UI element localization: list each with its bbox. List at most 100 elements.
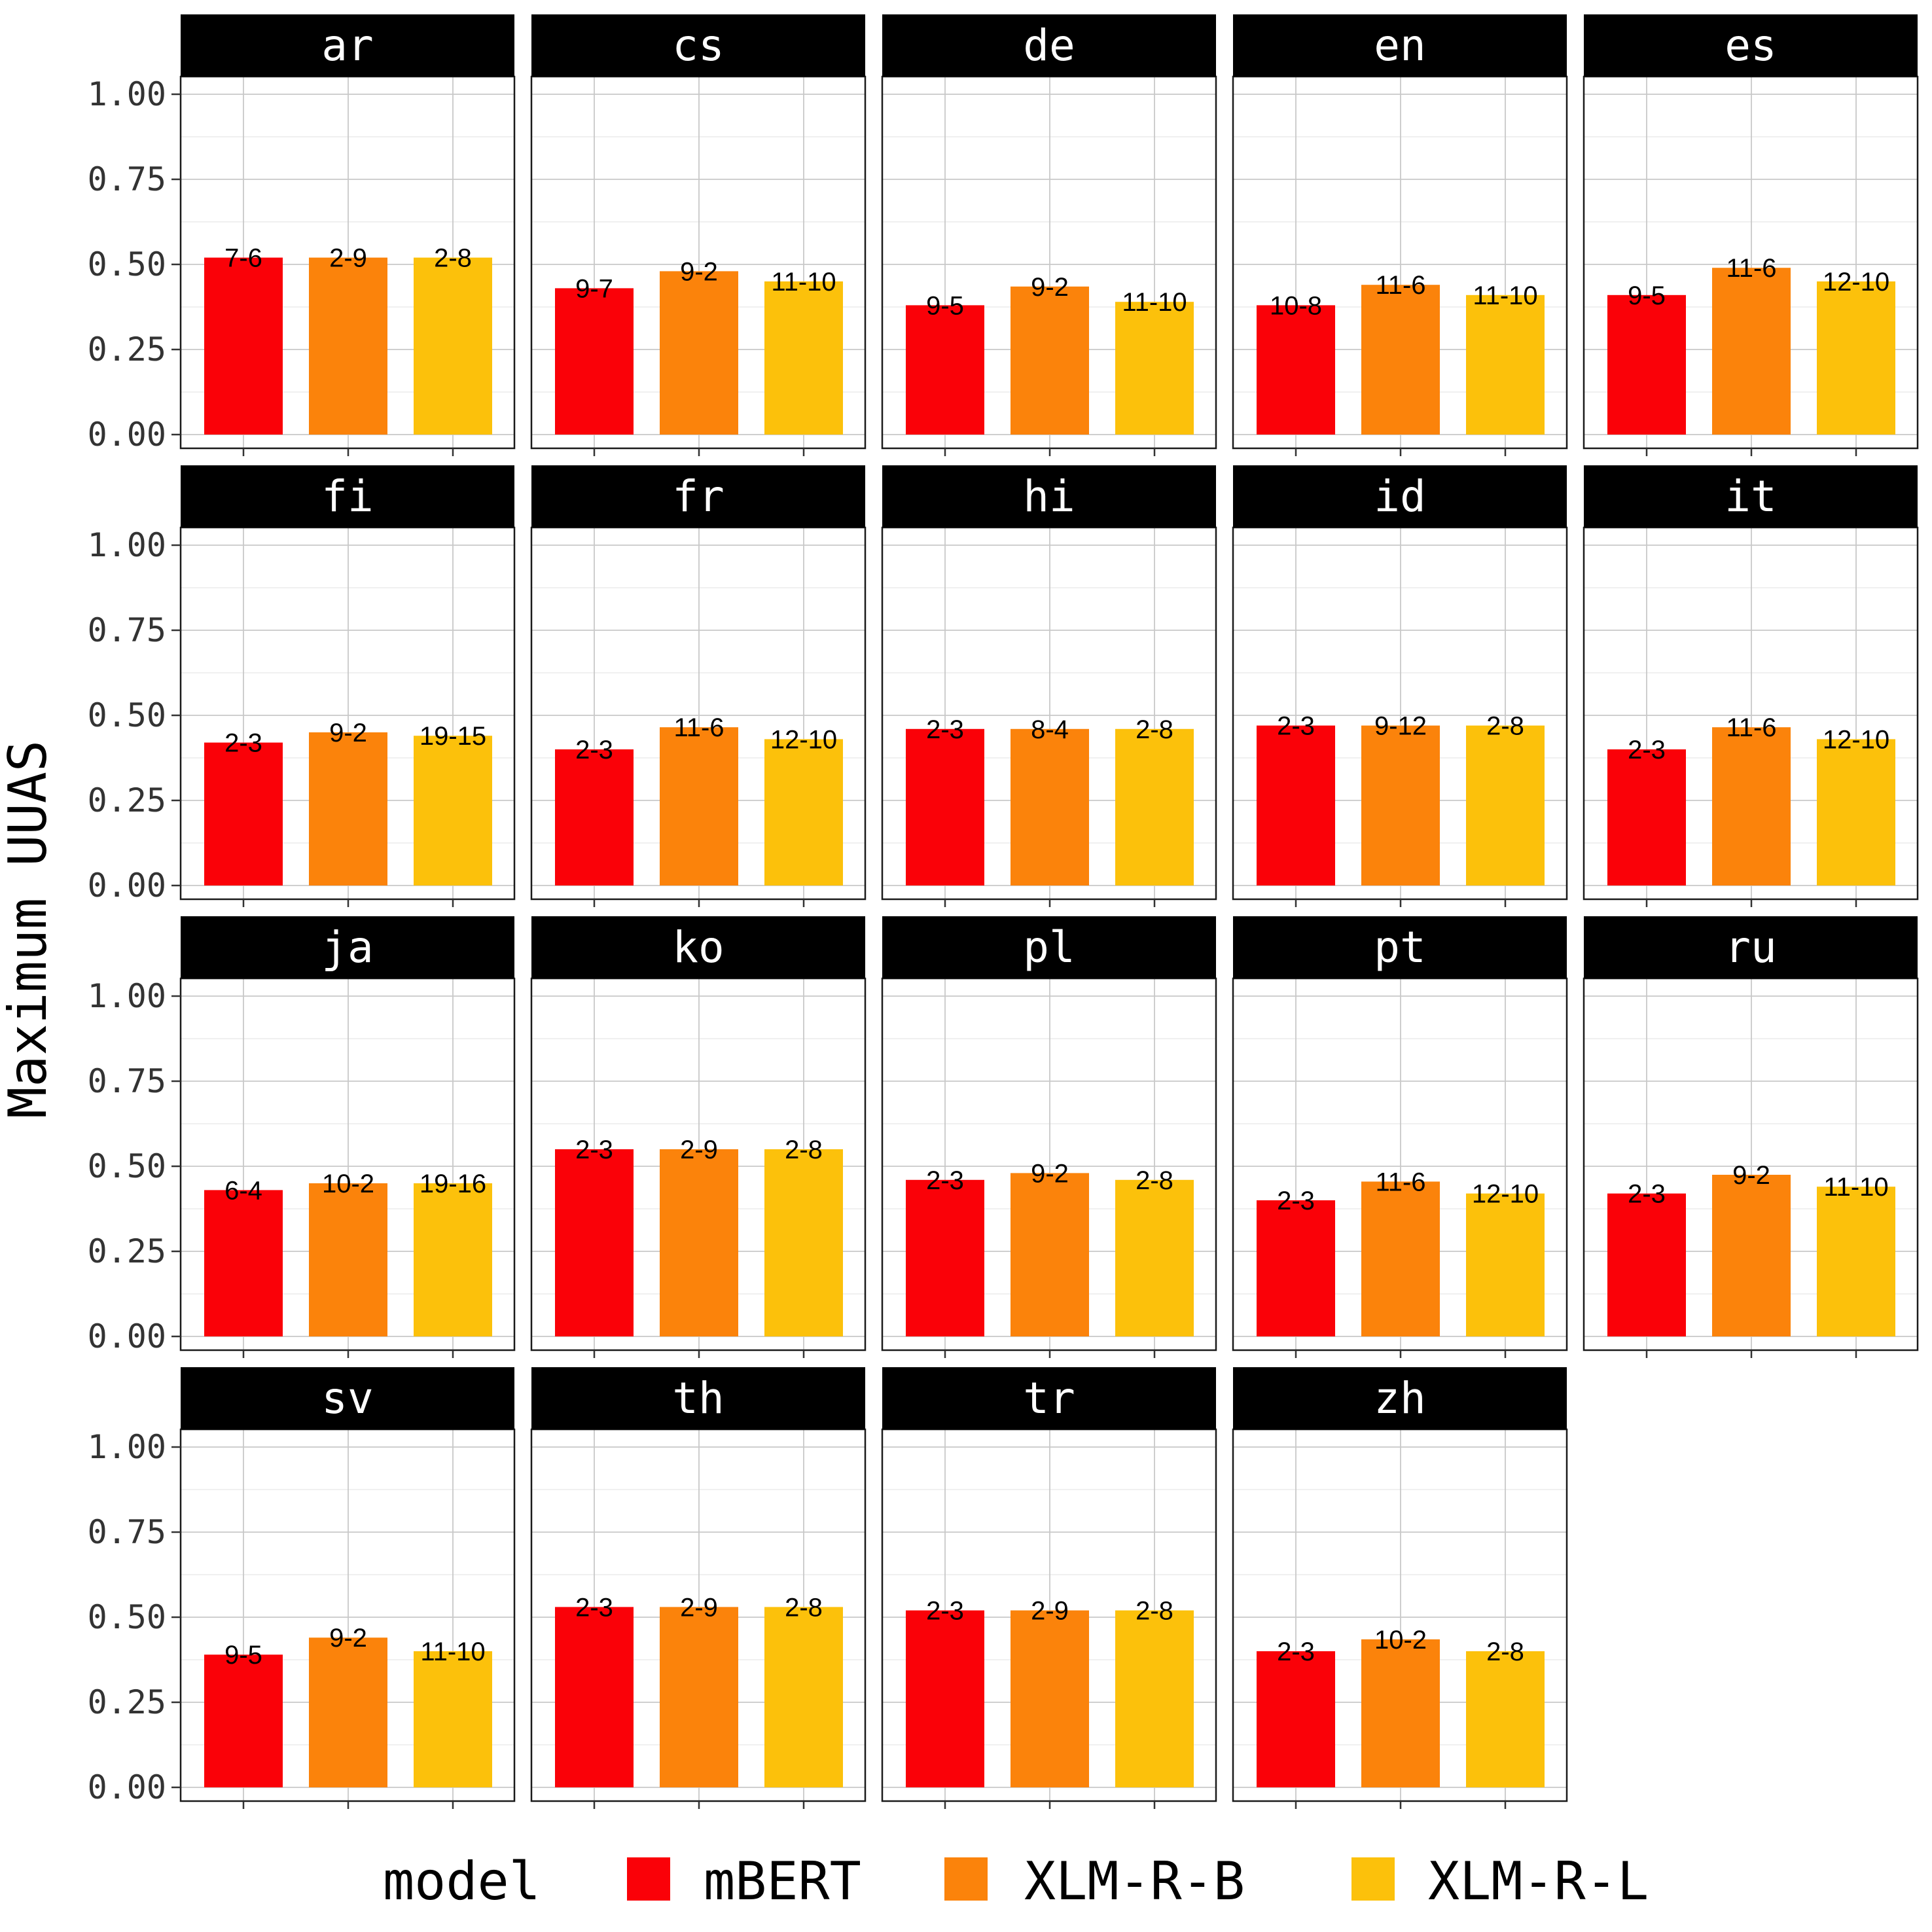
bar-label: 2-8 [785, 1136, 823, 1164]
facet-title: pl [1023, 922, 1075, 973]
facet-strip [1584, 14, 1918, 77]
facet-strip [531, 465, 865, 528]
bar-XLM-R-B [309, 1637, 387, 1787]
bar-mBERT [204, 257, 283, 435]
facet-panel-ko: 2-3 2-9 2-8 ko [530, 916, 867, 1358]
bar-label: 11-10 [1473, 281, 1537, 310]
bar-XLM-R-L [1817, 1187, 1895, 1336]
bar-mBERT [204, 742, 283, 885]
bar-XLM-R-L [414, 1651, 492, 1787]
facet-strip [1584, 465, 1918, 528]
bar-XLM-R-B [660, 727, 738, 885]
facet-panel-id: 2-3 9-12 2-8 id [1232, 465, 1568, 907]
bar-XLM-R-B [1361, 1181, 1440, 1336]
bar-label: 2-3 [575, 1593, 613, 1622]
facet-panel-sv: 9-5 9-2 11-10 sv 0.00 0.25 0.50 0.75 1.00 [88, 1367, 516, 1809]
facet-strip [882, 465, 1216, 528]
bar-label: 10-8 [1270, 291, 1322, 320]
bar-label: 9-2 [680, 257, 718, 286]
facet-title: ja [321, 922, 373, 973]
bar-XLM-R-B [1011, 286, 1089, 435]
bar-label: 19-15 [420, 722, 486, 751]
y-tick-label: 0.25 [88, 781, 166, 819]
bar-XLM-R-B [1011, 728, 1089, 885]
y-axis-title: Maximum UUAS [0, 740, 58, 1118]
y-tick-label: 0.75 [88, 160, 166, 198]
bar-XLM-R-L [1466, 295, 1545, 435]
bar-label: 19-16 [420, 1170, 486, 1198]
y-tick-label: 1.00 [88, 526, 166, 564]
bar-mBERT [906, 1610, 984, 1787]
bar-mBERT [1607, 749, 1686, 885]
facet-strip [1233, 14, 1567, 77]
facet-panel-hi: 2-3 8-4 2-8 hi [881, 465, 1217, 907]
bar-label: 11-6 [1375, 1168, 1425, 1196]
bar-label: 2-3 [224, 729, 262, 758]
y-tick-label: 1.00 [88, 1428, 166, 1466]
bar-XLM-R-L [414, 1183, 492, 1336]
bar-label: 9-2 [329, 1624, 367, 1653]
facet-strip [181, 916, 514, 978]
bar-XLM-R-L [414, 257, 492, 435]
bar-label: 2-8 [434, 244, 472, 273]
bar-label: 2-3 [1277, 1187, 1315, 1215]
bar-mBERT [1257, 1200, 1335, 1336]
bar-label: 11-6 [1375, 271, 1425, 300]
bar-XLM-R-L [1115, 302, 1194, 435]
facet-panel-en: 10-8 11-6 11-10 en [1232, 14, 1568, 456]
bar-XLM-R-B [660, 1149, 738, 1336]
facet-panel-cs: 9-7 9-2 11-10 cs [530, 14, 867, 456]
legend-label: XLM-R-B [1024, 1851, 1245, 1912]
legend-label: mBERT [704, 1851, 861, 1912]
bar-label: 9-2 [1031, 1159, 1069, 1188]
facet-panel-zh: 2-3 10-2 2-8 zh [1232, 1367, 1568, 1809]
y-tick-label: 0.50 [88, 1147, 166, 1185]
bar-XLM-R-B [1361, 285, 1440, 435]
bar-mBERT [1607, 1193, 1686, 1336]
facet-title: fr [672, 471, 724, 522]
bar-XLM-R-B [1361, 1639, 1440, 1787]
bar-label: 2-3 [575, 1136, 613, 1164]
facet-title: sv [321, 1373, 373, 1423]
bar-XLM-R-B [1011, 1173, 1089, 1336]
facet-panel-es: 9-5 11-6 12-10 es [1583, 14, 1919, 456]
bar-XLM-R-B [309, 1183, 387, 1336]
y-tick-label: 0.50 [88, 1598, 166, 1636]
facet-strip [531, 14, 865, 77]
y-tick-label: 0.00 [88, 416, 166, 454]
bar-mBERT [204, 1655, 283, 1787]
bar-label: 11-6 [673, 713, 724, 742]
facet-strip [531, 916, 865, 978]
bar-mBERT [906, 1179, 984, 1336]
facet-title: zh [1374, 1373, 1425, 1423]
bar-label: 11-6 [1726, 713, 1776, 742]
legend-label: XLM-R-L [1428, 1851, 1649, 1912]
facet-strip [1233, 1367, 1567, 1429]
bar-label: 9-2 [1732, 1161, 1770, 1190]
facet-title: fi [321, 471, 373, 522]
facet-title: es [1725, 20, 1776, 71]
y-tick-label: 1.00 [88, 75, 166, 113]
bar-XLM-R-L [764, 281, 843, 435]
facet-panel-pt: 2-3 11-6 12-10 pt [1232, 916, 1568, 1358]
bar-XLM-R-L [1115, 1610, 1194, 1787]
bar-label: 2-3 [926, 1166, 964, 1195]
bar-mBERT [906, 305, 984, 435]
bar-label: 8-4 [1031, 715, 1069, 744]
bar-XLM-R-B [1712, 727, 1791, 885]
bar-XLM-R-L [1466, 725, 1545, 885]
bar-mBERT [906, 728, 984, 885]
bar-label: 9-12 [1374, 712, 1427, 741]
bar-label: 10-2 [322, 1170, 374, 1198]
bar-mBERT [555, 749, 634, 885]
bar-label: 11-10 [771, 268, 836, 296]
legend-swatch-XLM-R-L [1351, 1857, 1395, 1901]
facet-panel-fr: 2-3 11-6 12-10 fr [530, 465, 867, 907]
bar-label: 2-8 [1136, 1597, 1173, 1626]
bar-label: 9-5 [1628, 281, 1666, 310]
bar-XLM-R-L [1817, 281, 1895, 435]
bar-XLM-R-L [1817, 739, 1895, 885]
bar-label: 2-9 [329, 244, 367, 273]
bar-XLM-R-B [309, 257, 387, 435]
